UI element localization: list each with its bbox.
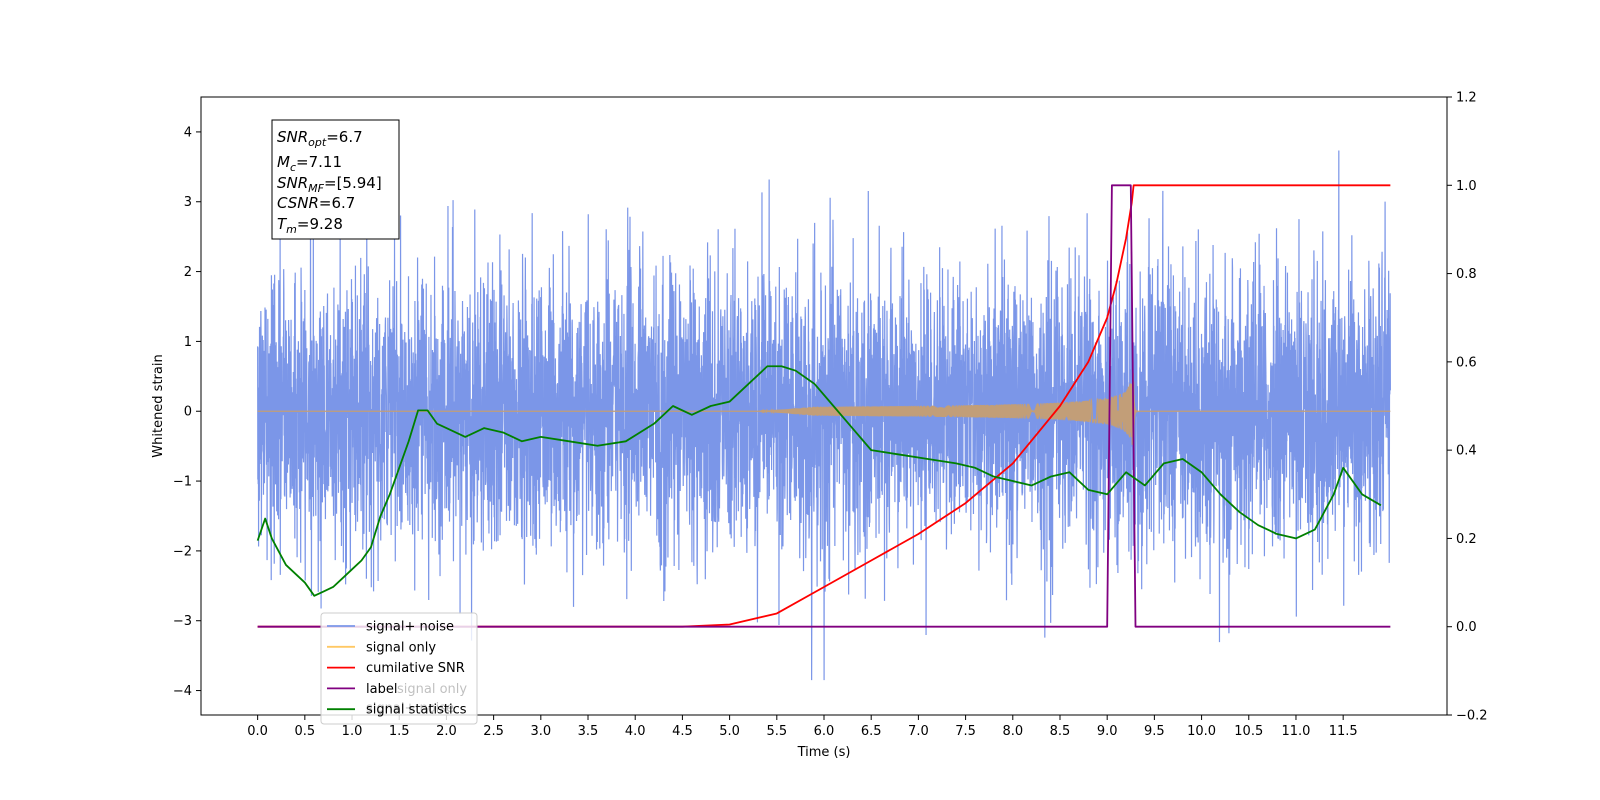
y2-tick-label: 0.6	[1456, 355, 1477, 370]
info-box: SNRopt=6.7 Mc=7.11 SNRMF=[5.94] CSNR=6.7…	[271, 119, 400, 240]
x-tick-label: 0.0	[247, 724, 268, 739]
y2-tick-label: 0.0	[1456, 620, 1477, 635]
x-tick-label: 1.5	[389, 724, 410, 739]
x-tick-label: 8.5	[1050, 724, 1071, 739]
info-snr-opt: SNRopt=6.7	[277, 128, 363, 149]
y-tick-label: 3	[184, 195, 192, 210]
x-tick-label: 8.0	[1002, 724, 1023, 739]
y-axis-label: Whitened strain	[151, 354, 166, 457]
info-box-frame	[271, 119, 400, 240]
info-mc: Mc=7.11	[277, 153, 342, 174]
x-tick-label: 10.5	[1234, 724, 1263, 739]
y-tick-label: 0	[184, 405, 192, 420]
series-layer	[256, 150, 1391, 681]
x-tick-label: 10.0	[1187, 724, 1216, 739]
legend-frame	[320, 612, 478, 725]
x-tick-label: 7.0	[908, 724, 929, 739]
x-tick-label: 1.0	[342, 724, 363, 739]
x-tick-label: 7.5	[955, 724, 976, 739]
y-tick-label: −1	[173, 475, 192, 490]
y-tick-label: −4	[173, 684, 192, 699]
x-tick-label: 2.0	[436, 724, 457, 739]
info-snr-mf: SNRMF=[5.94]	[277, 174, 382, 195]
x-tick-label: 11.0	[1281, 724, 1310, 739]
x-tick-label: 3.5	[578, 724, 599, 739]
y2-tick-label: 0.4	[1456, 444, 1477, 459]
x-tick-label: 5.0	[719, 724, 740, 739]
legend: signal only signal+ noise signal+ noises…	[320, 612, 478, 725]
legend-ghost-signal-noise: signal+ noise	[366, 701, 454, 716]
y2-tick-label: 1.2	[1456, 91, 1477, 106]
x-tick-label: 11.5	[1329, 724, 1358, 739]
x-tick-label: 9.0	[1097, 724, 1118, 739]
x-tick-label: 4.0	[625, 724, 646, 739]
x-tick-label: 6.0	[814, 724, 835, 739]
x-tick-label: 4.5	[672, 724, 693, 739]
y-tick-label: −2	[173, 544, 192, 559]
series-signal-only	[257, 373, 1391, 445]
x-tick-label: 9.5	[1144, 724, 1165, 739]
legend-label: cumilative SNR	[366, 661, 465, 676]
x-tick-label: 3.0	[530, 724, 551, 739]
legend-label: signal+ noise	[366, 620, 454, 635]
info-tm: Tm=9.28	[277, 215, 343, 236]
y2-tick-label: 1.0	[1456, 179, 1477, 194]
y2-tick-label: −0.2	[1456, 709, 1488, 724]
x-tick-label: 0.5	[294, 724, 315, 739]
series-signal-noise	[257, 150, 1391, 681]
series-cumilative-snr	[257, 184, 1391, 628]
y2-tick-label: 0.2	[1456, 532, 1477, 547]
info-csnr: CSNR=6.7	[277, 194, 355, 212]
x-tick-label: 5.5	[766, 724, 787, 739]
x-tick-label: 2.5	[483, 724, 504, 739]
series-label	[257, 184, 1391, 628]
x-axis-label: Time (s)	[797, 745, 851, 760]
legend-ghost-signal-only: signal only	[397, 682, 467, 697]
y-tick-label: 2	[184, 265, 192, 280]
x-tick-label: 6.5	[861, 724, 882, 739]
y-tick-label: 4	[184, 125, 192, 140]
y-tick-label: 1	[184, 335, 192, 350]
y2-tick-label: 0.8	[1456, 267, 1477, 282]
legend-label: label	[366, 682, 397, 697]
legend-label: signal only	[366, 640, 436, 655]
y-tick-label: −3	[173, 614, 192, 629]
axis-layer: 0.0 0.5 1.0 1.5 2.0 2.5 3.0 3.5 4.0 4.5 5.0 5.5 6.0 6…	[173, 91, 1488, 740]
legend-entries: signal+ noise signal only cumilative SNR la…	[327, 620, 467, 718]
series-signal-statistics	[256, 365, 1382, 597]
legend-label: signal statistics	[366, 703, 467, 718]
plot-area	[256, 150, 1391, 681]
